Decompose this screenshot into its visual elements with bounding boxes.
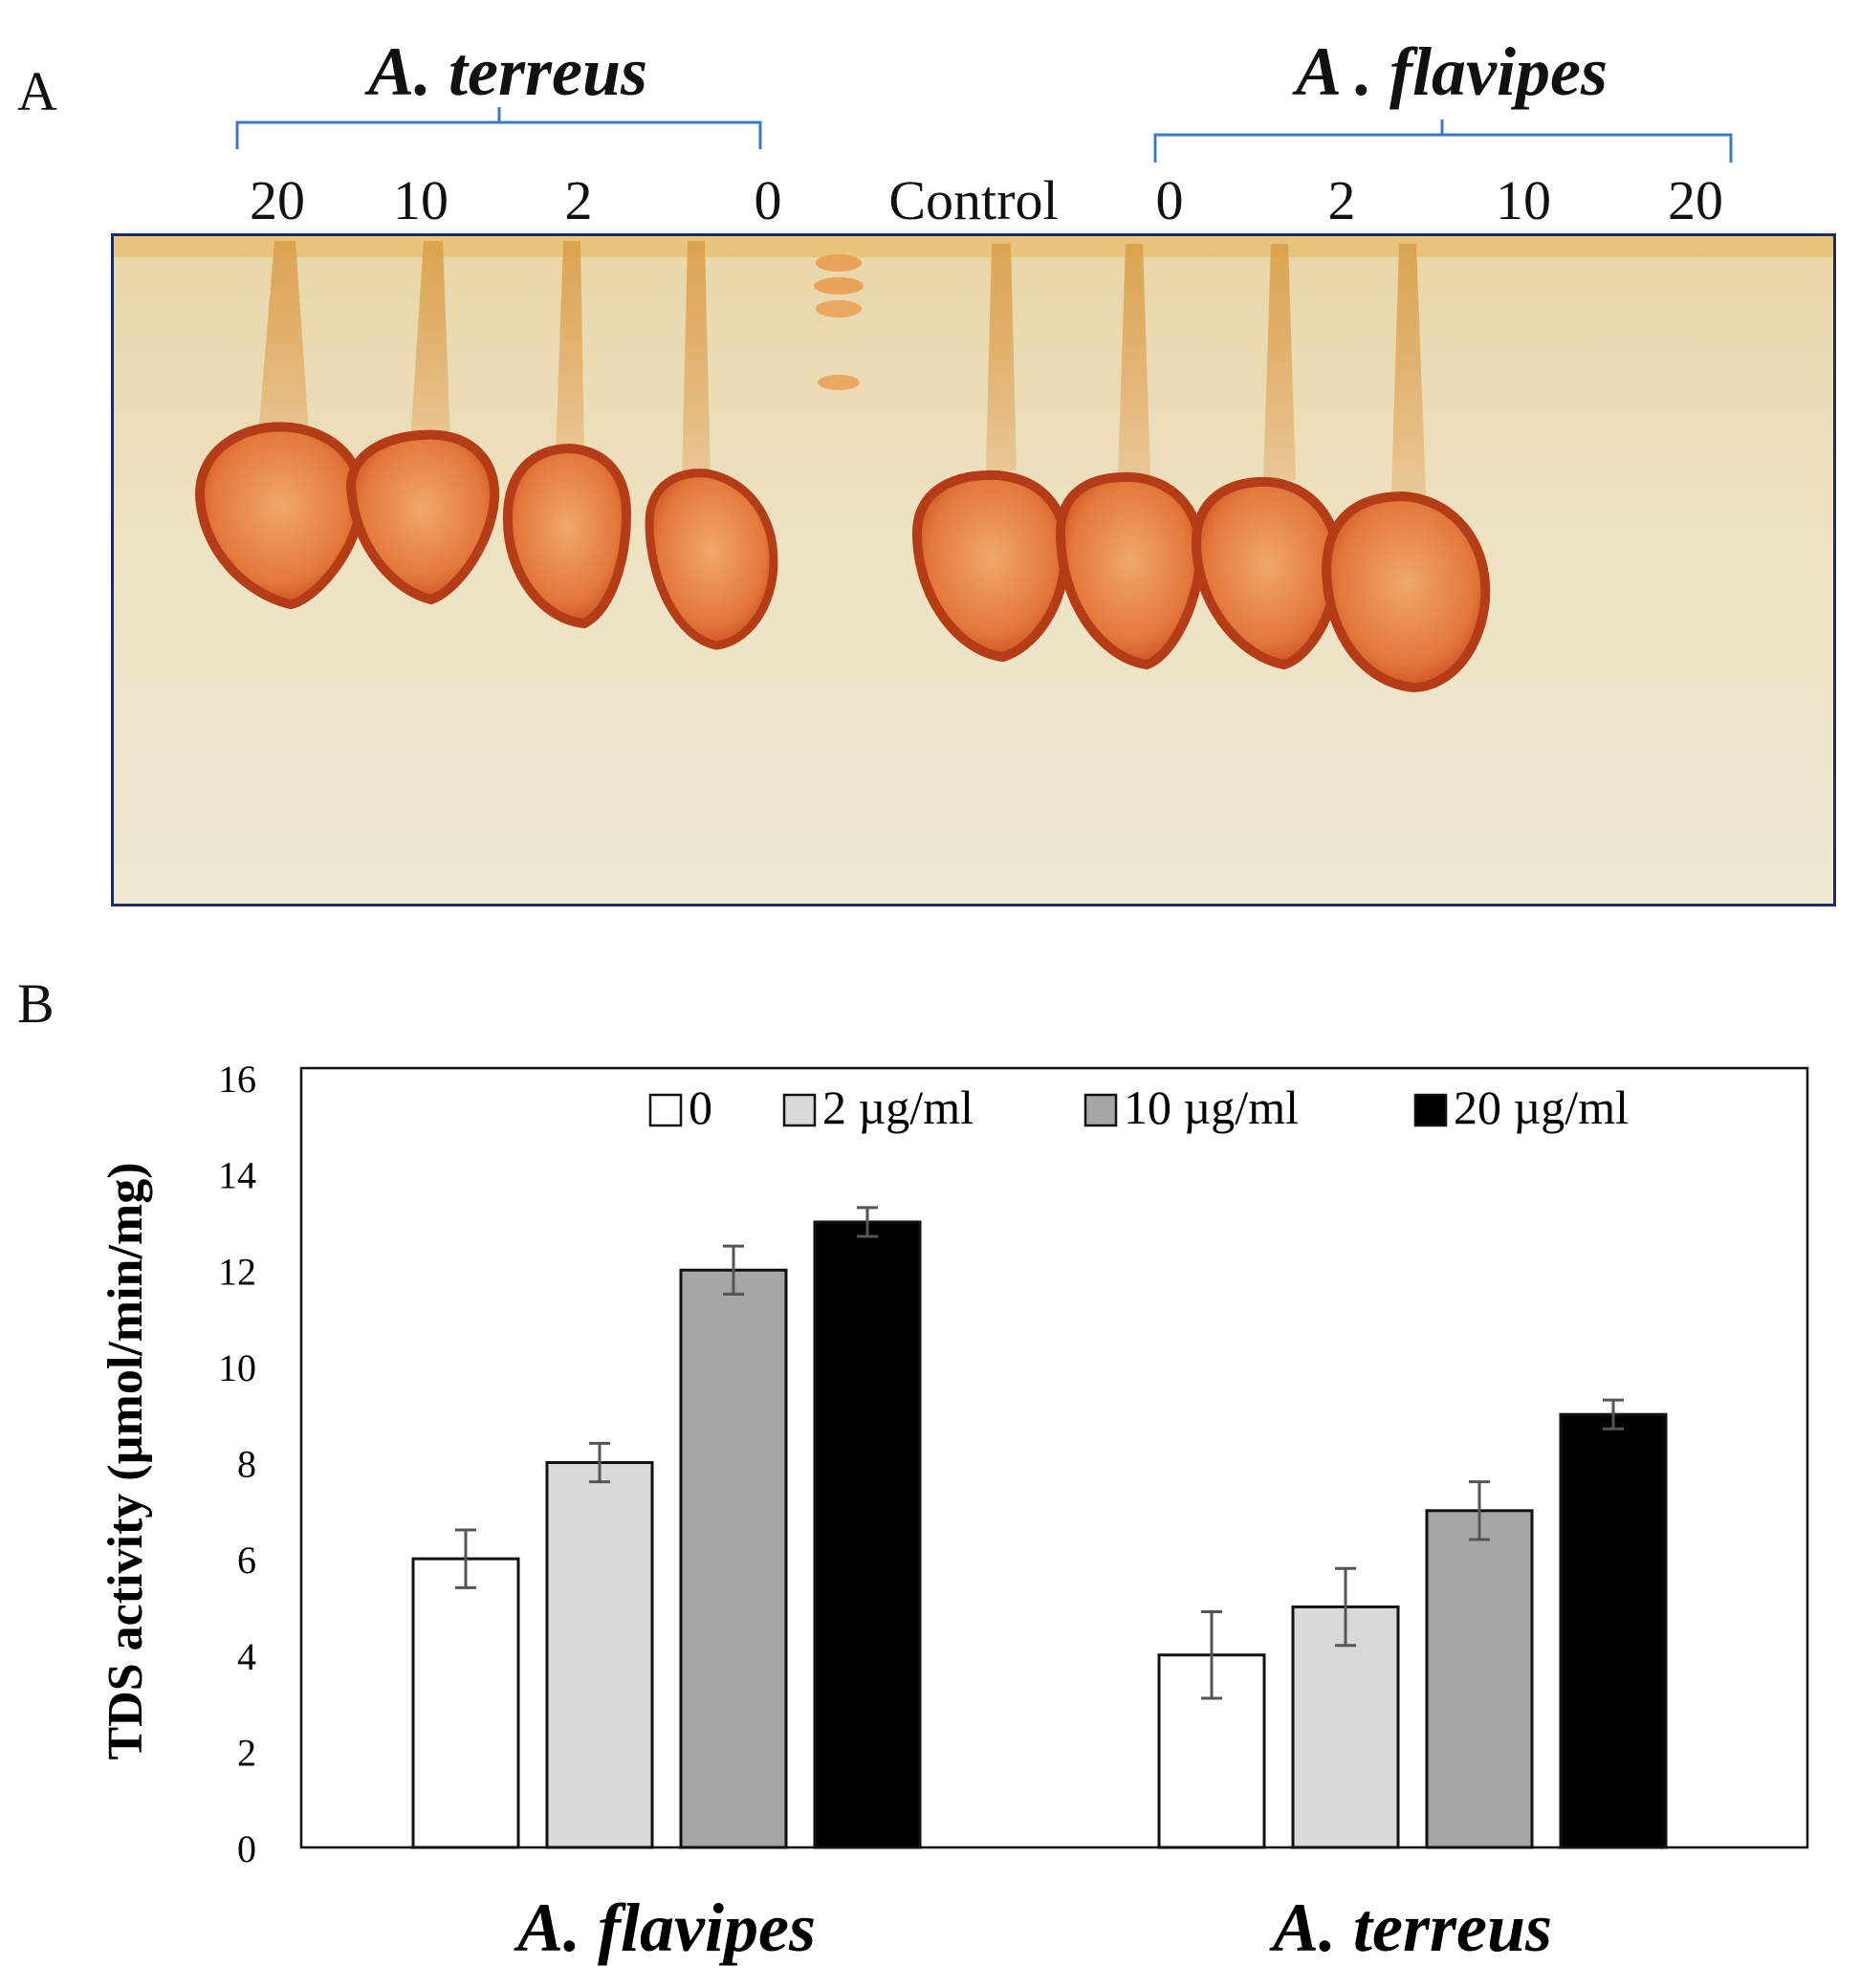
lane-label-flavipes-10: 10 <box>1496 169 1551 231</box>
y-tick-label: 8 <box>237 1443 256 1486</box>
y-tick-label: 16 <box>218 1058 256 1101</box>
lane-label-terreus-0: 0 <box>754 169 782 231</box>
gel-lane-flavipes-10 <box>1191 244 1344 670</box>
panel-b-letter: B <box>17 972 55 1035</box>
legend: 0 2 µg/ml 10 µg/ml 20 µg/ml <box>648 1081 1629 1134</box>
legend-swatch <box>782 1093 817 1127</box>
bar <box>813 1220 922 1849</box>
bar <box>1559 1412 1668 1849</box>
bracket-right <box>1153 120 1733 163</box>
legend-label: 10 µg/ml <box>1124 1081 1299 1134</box>
bar-chart: 0 2 4 6 8 10 12 14 16 A. flavipes A. terreus 0 2 µ… <box>98 1058 1809 1966</box>
bar <box>1291 1605 1400 1849</box>
y-tick-label: 6 <box>237 1539 256 1582</box>
y-tick-label: 2 <box>237 1731 256 1774</box>
gel-lane-terreus-10 <box>345 241 500 605</box>
legend-swatch <box>648 1093 683 1127</box>
group-brackets <box>235 107 1733 163</box>
bar <box>411 1557 520 1849</box>
y-tick-label: 10 <box>218 1346 256 1389</box>
error-bars <box>455 1206 1624 1700</box>
gel-lane-control <box>814 254 864 390</box>
lane-label-flavipes-2: 2 <box>1327 169 1356 231</box>
gel-lane-terreus-0 <box>645 241 778 650</box>
gel-lane-flavipes-0 <box>911 244 1071 663</box>
y-axis-ticks: 0 2 4 6 8 10 12 14 16 <box>218 1058 256 1870</box>
gel-lane-terreus-2 <box>502 241 632 629</box>
y-tick-label: 4 <box>237 1635 256 1678</box>
group-label-right: A . flavipes <box>1296 33 1608 110</box>
bracket-left <box>235 107 762 149</box>
lane-label-terreus-2: 2 <box>564 169 593 231</box>
legend-label: 2 µg/ml <box>822 1081 974 1134</box>
y-axis-label: TDS activity (µmol/min/mg) <box>98 1162 153 1759</box>
lane-label-control: Control <box>888 169 1059 231</box>
group-label-left: A. terreus <box>368 33 648 110</box>
bars <box>411 1220 1668 1849</box>
legend-swatch <box>1083 1093 1118 1127</box>
lane-label-flavipes-0: 0 <box>1155 169 1184 231</box>
bar <box>545 1461 654 1849</box>
x-category-label: A. terreus <box>1269 1890 1552 1966</box>
y-tick-label: 0 <box>237 1827 256 1870</box>
bar <box>679 1268 788 1849</box>
lane-label-flavipes-20: 20 <box>1668 169 1723 231</box>
panel-a-letter: A <box>17 60 57 122</box>
legend-label: 0 <box>689 1081 712 1134</box>
gel-image <box>111 233 1836 907</box>
lane-label-terreus-20: 20 <box>250 169 305 231</box>
gel-lane-flavipes-2 <box>1055 244 1206 670</box>
lane-label-terreus-10: 10 <box>393 169 449 231</box>
legend-label: 20 µg/ml <box>1454 1081 1629 1134</box>
y-tick-label: 14 <box>218 1154 256 1197</box>
gel-lane-terreus-20 <box>194 241 366 610</box>
y-tick-label: 12 <box>218 1250 256 1293</box>
legend-swatch <box>1413 1093 1448 1127</box>
x-category-label: A. flavipes <box>514 1890 816 1966</box>
gel-lane-flavipes-20 <box>1321 244 1491 693</box>
bar <box>1425 1509 1534 1849</box>
x-axis-category-labels: A. flavipes A. terreus <box>514 1890 1552 1966</box>
